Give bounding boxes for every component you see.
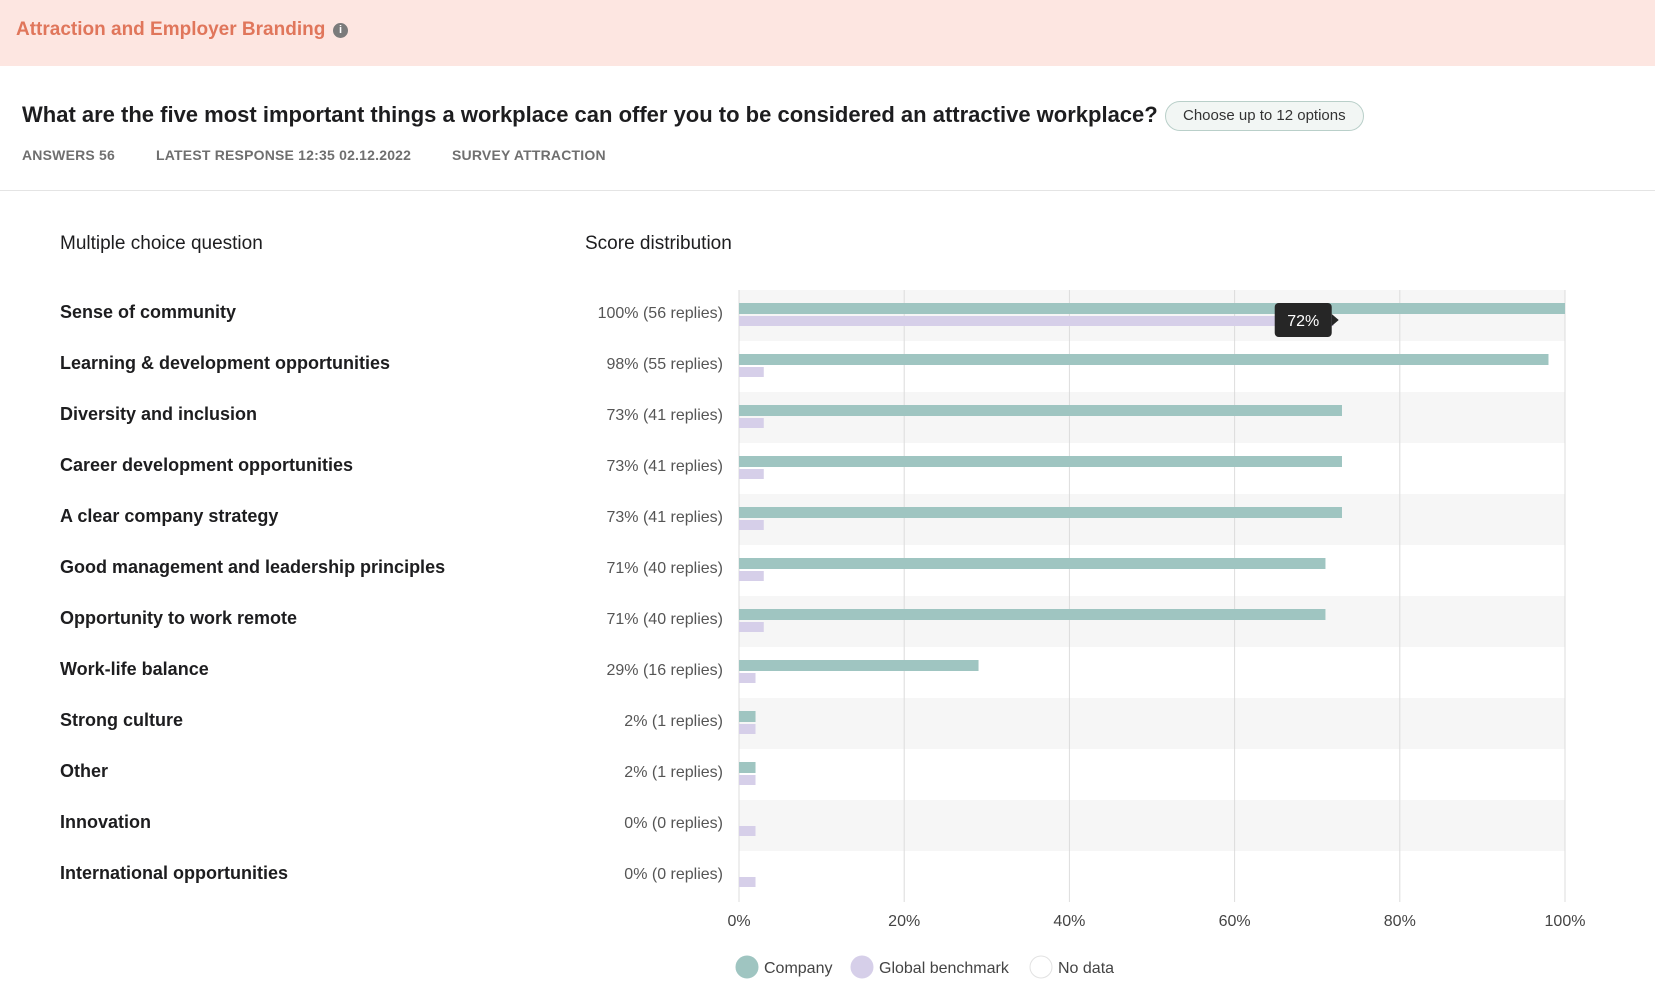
tooltip-arrow	[1331, 314, 1339, 326]
row-stripe	[739, 800, 1565, 851]
latest-response: LATEST RESPONSE 12:35 02.12.2022	[156, 147, 412, 163]
info-icon[interactable]: i	[333, 23, 348, 38]
value-label: 2% (1 replies)	[624, 764, 723, 781]
category-label: Opportunity to work remote	[60, 608, 298, 628]
x-tick-label: 40%	[1053, 913, 1085, 930]
value-label: 98% (55 replies)	[606, 356, 724, 373]
company-bar	[739, 762, 756, 773]
company-bar	[739, 405, 1342, 416]
column-header-distribution: Score distribution	[585, 233, 732, 254]
section-header	[0, 0, 1655, 66]
category-label: Innovation	[60, 812, 151, 832]
category-label: A clear company strategy	[60, 506, 279, 526]
benchmark-bar	[739, 826, 756, 836]
category-label: Good management and leadership principle…	[60, 557, 446, 577]
answers-count: ANSWERS 56	[22, 147, 116, 163]
value-label: 71% (40 replies)	[606, 611, 724, 628]
company-bar	[739, 711, 756, 722]
x-tick-label: 100%	[1545, 913, 1586, 930]
category-label: Sense of community	[60, 302, 237, 322]
category-label: Career development opportunities	[60, 455, 354, 475]
row-stripe	[739, 596, 1565, 647]
benchmark-bar	[739, 469, 764, 479]
value-label: 0% (0 replies)	[624, 815, 723, 832]
value-label: 73% (41 replies)	[606, 458, 724, 475]
company-bar	[739, 660, 979, 671]
options-badge: Choose up to 12 options	[1165, 101, 1364, 131]
benchmark-bar	[739, 775, 756, 785]
category-label: International opportunities	[60, 863, 288, 883]
x-tick-label: 0%	[727, 913, 750, 930]
legend-item: Company	[764, 960, 832, 977]
company-bar	[739, 354, 1549, 365]
row-stripe	[739, 698, 1565, 749]
legend-swatch	[1029, 955, 1053, 979]
value-label: 71% (40 replies)	[606, 560, 724, 577]
legend-swatch	[850, 955, 874, 979]
row-stripe	[739, 392, 1565, 443]
category-label: Strong culture	[60, 710, 184, 730]
x-tick-label: 20%	[888, 913, 920, 930]
company-bar	[739, 456, 1342, 467]
benchmark-bar	[739, 418, 764, 428]
row-stripe	[739, 494, 1565, 545]
value-label: 73% (41 replies)	[606, 407, 724, 424]
benchmark-bar	[739, 622, 764, 632]
benchmark-bar	[739, 316, 1334, 326]
section-title: Attraction and Employer Branding	[16, 19, 326, 40]
legend-item: No data	[1058, 960, 1114, 977]
column-header-question: Multiple choice question	[60, 233, 263, 254]
tooltip-text: 72%	[1287, 313, 1319, 330]
header-divider	[0, 190, 1655, 191]
value-label: 29% (16 replies)	[606, 662, 724, 679]
value-label: 100% (56 replies)	[597, 305, 723, 322]
x-tick-label: 80%	[1384, 913, 1416, 930]
category-label: Learning & development opportunities	[60, 353, 391, 373]
benchmark-bar	[739, 724, 756, 734]
survey-name: SURVEY ATTRACTION	[452, 147, 606, 163]
company-bar	[739, 507, 1342, 518]
category-label: Work-life balance	[60, 659, 209, 679]
company-bar	[739, 303, 1565, 314]
tooltip-box	[1274, 303, 1332, 337]
company-bar	[739, 558, 1326, 569]
value-label: 0% (0 replies)	[624, 866, 723, 883]
value-label: 2% (1 replies)	[624, 713, 723, 730]
category-label: Other	[60, 761, 109, 781]
value-label: 73% (41 replies)	[606, 509, 724, 526]
x-tick-label: 60%	[1219, 913, 1251, 930]
benchmark-bar	[739, 520, 764, 530]
company-bar	[739, 609, 1326, 620]
legend-item: Global benchmark	[879, 960, 1010, 977]
benchmark-bar	[739, 877, 756, 887]
row-stripe	[739, 290, 1565, 341]
category-label: Diversity and inclusion	[60, 404, 258, 424]
benchmark-bar	[739, 571, 764, 581]
benchmark-bar	[739, 673, 756, 683]
question-title: What are the five most important things …	[22, 102, 1158, 127]
legend-swatch	[735, 955, 759, 979]
benchmark-bar	[739, 367, 764, 377]
